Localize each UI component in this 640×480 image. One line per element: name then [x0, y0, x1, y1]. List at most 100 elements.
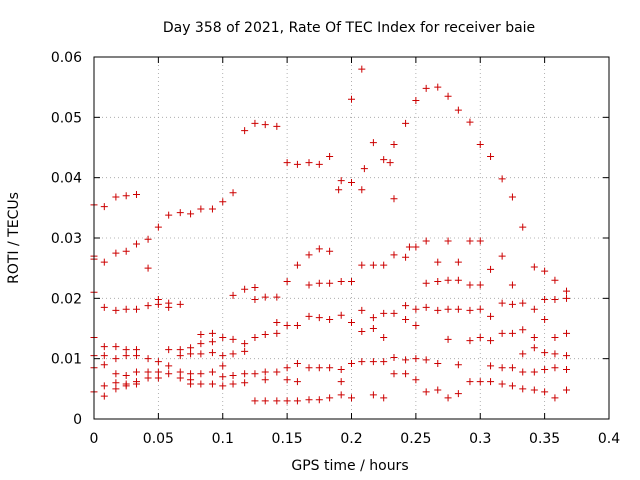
- data-point: [326, 364, 334, 372]
- data-point: [402, 119, 410, 127]
- data-point: [144, 302, 152, 310]
- x-tick-label: 0.35: [529, 431, 560, 447]
- data-point: [122, 346, 130, 354]
- data-point: [348, 178, 355, 186]
- data-point: [402, 253, 410, 261]
- data-point: [241, 340, 249, 348]
- data-point: [305, 281, 313, 289]
- data-point: [293, 261, 301, 269]
- data-point: [112, 249, 120, 257]
- data-point: [165, 303, 173, 311]
- data-point: [487, 337, 495, 345]
- data-point: [187, 370, 195, 378]
- data-point: [434, 277, 442, 285]
- y-tick-label: 0.02: [51, 291, 82, 307]
- data-point: [251, 397, 259, 405]
- data-point: [444, 305, 452, 313]
- data-point: [122, 247, 130, 255]
- data-point: [208, 349, 216, 357]
- x-tick-label: 0.2: [340, 431, 362, 447]
- data-point: [444, 276, 452, 284]
- data-point: [551, 296, 559, 304]
- y-tick-label: 0.03: [51, 231, 82, 247]
- data-point: [337, 177, 345, 185]
- y-tick-label: 0.01: [51, 352, 82, 368]
- data-point: [273, 293, 281, 301]
- data-point: [519, 385, 527, 393]
- data-point: [390, 195, 398, 203]
- data-point: [412, 321, 420, 329]
- data-point: [476, 305, 484, 313]
- data-point: [498, 252, 506, 260]
- data-point: [541, 296, 549, 304]
- data-point: [519, 326, 527, 334]
- data-point: [498, 364, 506, 372]
- data-point: [358, 261, 366, 269]
- data-point: [386, 159, 394, 167]
- data-point: [208, 368, 216, 376]
- data-point: [563, 329, 571, 337]
- x-tick-label: 0.1: [212, 431, 234, 447]
- data-point: [369, 358, 377, 366]
- data-point: [283, 277, 291, 285]
- data-point: [402, 302, 410, 310]
- data-point: [100, 382, 108, 390]
- data-point: [454, 106, 462, 114]
- data-point: [326, 315, 334, 323]
- data-point: [369, 391, 377, 399]
- data-point: [369, 325, 377, 332]
- data-point: [176, 209, 184, 217]
- data-point: [519, 223, 527, 231]
- data-point: [444, 92, 452, 100]
- data-point: [476, 281, 484, 289]
- data-point: [219, 382, 227, 390]
- data-point: [487, 265, 495, 273]
- data-point: [293, 359, 301, 367]
- data-point: [454, 276, 462, 284]
- data-point: [390, 251, 398, 259]
- data-point: [187, 344, 195, 352]
- data-point: [273, 397, 281, 405]
- data-point: [390, 370, 398, 378]
- data-point: [530, 334, 538, 342]
- data-point: [112, 370, 120, 378]
- data-point: [261, 397, 269, 405]
- data-point: [402, 315, 410, 323]
- y-tick-label: 0.06: [51, 50, 82, 66]
- data-point: [422, 303, 430, 311]
- data-point: [466, 306, 474, 314]
- data-point: [326, 153, 334, 161]
- data-point: [380, 261, 388, 269]
- data-point: [165, 370, 173, 378]
- data-point: [551, 350, 559, 358]
- data-point: [305, 396, 313, 404]
- data-point: [132, 191, 140, 199]
- data-point: [283, 376, 291, 384]
- data-point: [112, 355, 120, 363]
- data-point: [369, 139, 377, 147]
- y-tick-label: 0: [73, 412, 82, 428]
- data-point: [293, 378, 301, 386]
- data-point: [434, 306, 442, 314]
- data-point: [144, 355, 152, 363]
- data-point: [444, 394, 452, 402]
- data-point: [100, 258, 108, 266]
- data-point: [487, 153, 495, 161]
- data-point: [466, 337, 474, 345]
- data-point: [530, 305, 538, 313]
- data-point: [422, 388, 430, 396]
- data-point: [563, 352, 571, 360]
- y-tick-label: 0.04: [51, 171, 82, 187]
- data-point: [241, 127, 249, 135]
- data-point: [444, 237, 452, 245]
- data-point: [100, 203, 108, 211]
- data-point: [112, 385, 120, 393]
- data-point: [508, 281, 516, 289]
- data-point: [176, 374, 184, 382]
- data-point: [154, 358, 162, 366]
- data-point: [165, 362, 173, 370]
- data-point: [358, 306, 366, 314]
- data-point: [519, 299, 527, 307]
- data-point: [444, 335, 452, 343]
- data-point: [358, 328, 366, 336]
